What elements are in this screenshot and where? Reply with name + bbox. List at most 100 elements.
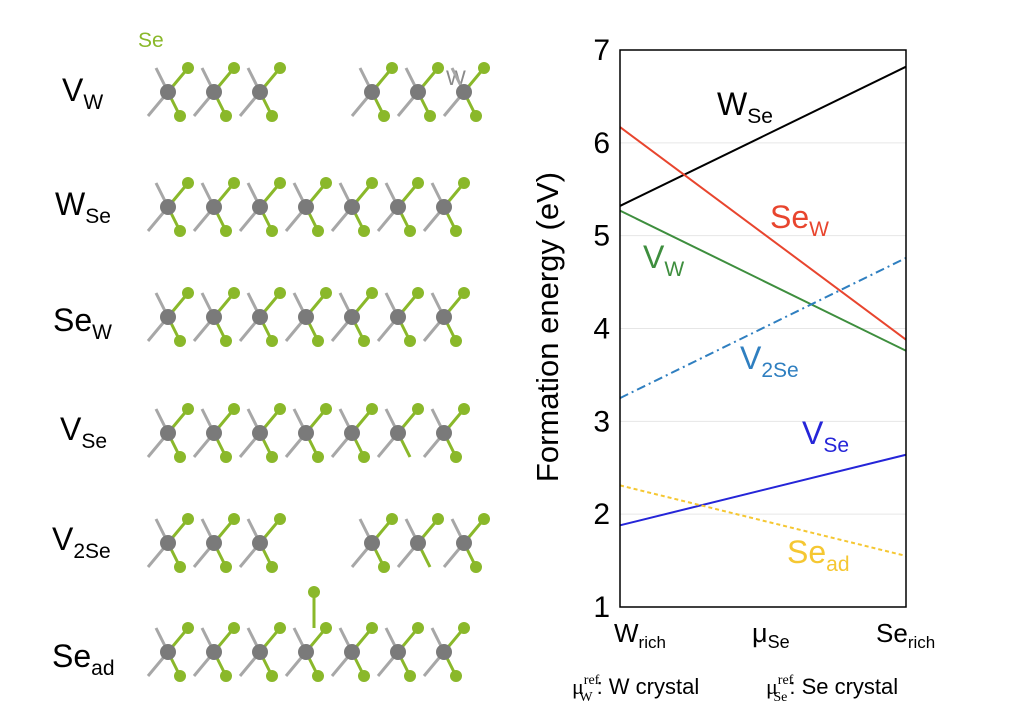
w-atom: [206, 199, 222, 215]
y-tick-label: 5: [593, 220, 610, 253]
w-atom: [410, 535, 426, 551]
se-atom: [478, 62, 490, 74]
w-atom: [206, 644, 222, 660]
se-atom: [228, 287, 240, 299]
se-atom: [228, 177, 240, 189]
se-atom: [274, 622, 286, 634]
w-atom: [252, 425, 268, 441]
se-atom: [450, 225, 462, 237]
w-atom: [390, 425, 406, 441]
w-atom: [390, 199, 406, 215]
se-atom: [450, 335, 462, 347]
se-atom: [174, 670, 186, 682]
lattice-drawings: [146, 62, 490, 682]
w-atom: [206, 425, 222, 441]
se-atom: [274, 62, 286, 74]
w-atom: [344, 644, 360, 660]
y-axis-label: Formation energy (eV): [530, 172, 565, 482]
se-atom: [220, 335, 232, 347]
se-atom: [174, 335, 186, 347]
row-label-vw: VW: [62, 72, 103, 114]
w-atom: [160, 535, 176, 551]
se-atom: [182, 622, 194, 634]
row-label-sew: SeW: [53, 302, 112, 344]
se-atom: [458, 403, 470, 415]
se-atom: [320, 622, 332, 634]
se-atom: [412, 177, 424, 189]
se-atom: [358, 335, 370, 347]
structure-panel: Se W VW WSe SeW VSe V2Se Sead: [52, 29, 490, 682]
se-atom: [174, 225, 186, 237]
se-atom: [404, 670, 416, 682]
w-atom: [364, 535, 380, 551]
w-atom: [160, 84, 176, 100]
w-atom: [436, 199, 452, 215]
se-atom: [366, 622, 378, 634]
w-atom: [252, 535, 268, 551]
series-line-v2se: [619, 257, 907, 400]
w-atom: [206, 309, 222, 325]
se-atom: [174, 561, 186, 573]
w-atom: [390, 309, 406, 325]
y-tick-label: 2: [593, 498, 610, 531]
se-atom: [228, 403, 240, 415]
se-atom: [220, 110, 232, 122]
se-atom: [424, 110, 436, 122]
w-atom: [252, 199, 268, 215]
se-atom: [274, 287, 286, 299]
w-atom: [252, 84, 268, 100]
w-atom: [344, 309, 360, 325]
footnote-se: μref Se: Se crystal: [766, 673, 898, 705]
se-atom: [320, 177, 332, 189]
y-tick-labels: 1 2 3 4 5 6 7: [593, 34, 610, 624]
se-atom: [312, 335, 324, 347]
se-atom: [386, 62, 398, 74]
se-atom: [358, 451, 370, 463]
w-atom: [436, 425, 452, 441]
y-tick-label: 3: [593, 405, 610, 438]
se-atom: [358, 225, 370, 237]
se-atom: [478, 513, 490, 525]
se-atom: [404, 335, 416, 347]
w-atom: [344, 425, 360, 441]
lattice-vse: [146, 403, 470, 463]
se-atom: [274, 513, 286, 525]
w-atom: [160, 425, 176, 441]
se-atom: [220, 561, 232, 573]
se-atom: [228, 62, 240, 74]
row-label-sead: Sead: [52, 638, 115, 680]
se-atom: [220, 225, 232, 237]
se-atom: [432, 513, 444, 525]
se-atom: [320, 403, 332, 415]
label-sew: SeW: [770, 199, 829, 241]
se-atom: [412, 403, 424, 415]
label-v2se: V2Se: [740, 340, 799, 382]
se-atom: [228, 513, 240, 525]
lattice-wse: [146, 177, 470, 237]
row-label-vse: VSe: [60, 411, 107, 453]
se-atom: [312, 451, 324, 463]
footnote-w: μref W: W crystal: [572, 673, 699, 705]
reference-footnote: μref W: W crystal μref Se: Se crystal: [572, 673, 898, 705]
w-atom: [456, 84, 472, 100]
se-atom: [220, 451, 232, 463]
lattice-sead: [146, 586, 470, 682]
se-atom: [432, 62, 444, 74]
w-atom: [206, 84, 222, 100]
se-atom: [404, 225, 416, 237]
series-labels: WSe SeW VW V2Se VSe Sead: [643, 86, 850, 576]
se-atom: [358, 670, 370, 682]
se-atom: [470, 561, 482, 573]
w-atom: [298, 309, 314, 325]
w-atom: [298, 425, 314, 441]
w-atom: [206, 535, 222, 551]
w-atom: [160, 644, 176, 660]
label-vse: VSe: [802, 415, 849, 457]
se-atom: [266, 561, 278, 573]
se-atom: [412, 287, 424, 299]
w-atom: [436, 644, 452, 660]
w-atom: [160, 199, 176, 215]
se-atom: [378, 110, 390, 122]
